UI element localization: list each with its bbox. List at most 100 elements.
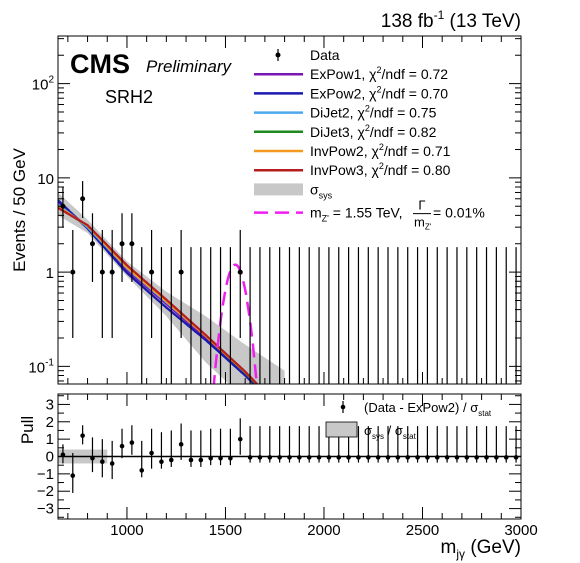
pull-point (70, 473, 76, 478)
legend-signal-width: = 0.01% (433, 205, 485, 221)
pull-point (356, 455, 361, 460)
pull-y-tick-label: 2 (46, 414, 54, 431)
data-point (70, 269, 76, 275)
legend: Data ExPow1, χ2/ndf = 0.72 ExPow2, χ2/ndf … (254, 47, 485, 232)
pull-y-tick-label: 3 (46, 396, 54, 413)
pull-point (119, 443, 125, 449)
pull-point (100, 459, 105, 465)
signal-shape (212, 263, 258, 384)
pull-point (277, 455, 282, 460)
pull-point (454, 455, 460, 460)
pull-point (375, 455, 381, 460)
legend-label-sys: σsys (310, 181, 333, 200)
pull-point (80, 433, 85, 438)
pull-point (129, 440, 135, 445)
pull-point (267, 455, 273, 460)
pull-legend-data-label: (Data - ExPow2) / σstat (364, 400, 492, 418)
data-point (119, 241, 125, 247)
y-tick-label: 10 (37, 171, 54, 188)
legend-label-invpow2: InvPow2, χ2/ndf = 0.71 (310, 142, 451, 159)
pull-point (287, 455, 292, 460)
pull-point (168, 457, 174, 463)
region-label: SRH2 (105, 87, 153, 107)
sys-uncertainty-band (58, 192, 285, 384)
y-tick-label: 10-1 (28, 357, 54, 376)
x-tick-label: 2500 (406, 522, 439, 539)
pull-legend-marker (340, 404, 346, 410)
pull-point (109, 461, 115, 466)
pull-y-tick-label: −2 (37, 483, 54, 500)
luminosity-label: 138 fb-1 (13 TeV) (381, 8, 521, 32)
y-tick-label: 102 (32, 75, 55, 94)
pull-point (425, 455, 430, 460)
pull-point (484, 455, 489, 460)
pull-point (444, 455, 450, 460)
pull-point (159, 459, 164, 465)
data-point (99, 269, 105, 275)
pull-point (415, 455, 420, 460)
pull-point (395, 455, 401, 460)
pull-point (474, 455, 479, 460)
pull-point (434, 455, 440, 460)
data-point (129, 241, 135, 247)
pull-point (316, 455, 322, 460)
x-tick-label: 3000 (504, 522, 537, 539)
pull-point (336, 455, 342, 460)
experiment-label: CMS (70, 49, 130, 79)
legend-signal-fraction-numerator: Γ (418, 198, 425, 213)
pull-point (366, 455, 371, 460)
x-tick-label: 1000 (110, 522, 143, 539)
data-point (89, 241, 95, 247)
pull-point (149, 450, 154, 456)
data-point (178, 269, 184, 275)
pull-point (257, 455, 263, 460)
pull-y-tick-label: 0 (46, 449, 54, 466)
legend-label-dijet2: DiJet2, χ2/ndf = 0.75 (310, 104, 437, 121)
pull-point (464, 455, 470, 460)
legend-data-marker (275, 52, 281, 58)
x-tick-label: 2000 (307, 522, 340, 539)
data-point (109, 269, 115, 275)
pull-y-tick-label: −3 (37, 501, 54, 518)
pull-point (218, 455, 223, 461)
pull-point (297, 455, 302, 460)
data-point (237, 269, 243, 275)
pull-y-axis-title: Pull (18, 416, 37, 444)
pull-point (494, 455, 499, 460)
signal-curve (212, 263, 258, 384)
preliminary-label: Preliminary (146, 57, 233, 76)
pull-point (326, 455, 332, 460)
pull-point (513, 455, 519, 460)
legend-label-expow1: ExPow1, χ2/ndf = 0.72 (310, 65, 448, 82)
x-axis-ticks: 1000 1500 2000 2500 3000 (67, 394, 538, 539)
data-point (80, 196, 86, 202)
pull-points (60, 418, 519, 493)
legend-data-label: Data (310, 47, 340, 63)
x-axis-title: mjγ (GeV) (441, 537, 521, 561)
pull-y-tick-label: 1 (46, 431, 54, 448)
sys-band-area (58, 192, 285, 384)
pull-point (208, 455, 213, 461)
legend-label-invpow3: InvPow3, χ2/ndf = 0.80 (310, 161, 451, 178)
y-tick-label: 1 (46, 265, 54, 282)
x-tick-label: 1500 (209, 522, 242, 539)
pull-point (503, 455, 509, 460)
legend-label-dijet3: DiJet3, χ2/ndf = 0.82 (310, 123, 437, 140)
pull-y-tick-label: −1 (37, 466, 54, 483)
pull-point (178, 442, 184, 447)
pull-point (346, 455, 351, 460)
y-axis-ticks: 10-1 1 10 102 (28, 38, 521, 382)
pull-point (139, 468, 145, 473)
legend-signal-fraction-denominator: mZ' (414, 215, 432, 232)
pull-point (247, 455, 253, 460)
legend-label-signal: mZ' = 1.55 TeV, (310, 205, 402, 224)
pull-point (385, 455, 391, 460)
legend-label-expow2: ExPow2, χ2/ndf = 0.70 (310, 84, 448, 101)
pull-legend-band-label: σsys / σstat (364, 423, 417, 441)
data-points (60, 181, 517, 384)
pull-point (188, 457, 194, 463)
pull-point (405, 455, 411, 460)
